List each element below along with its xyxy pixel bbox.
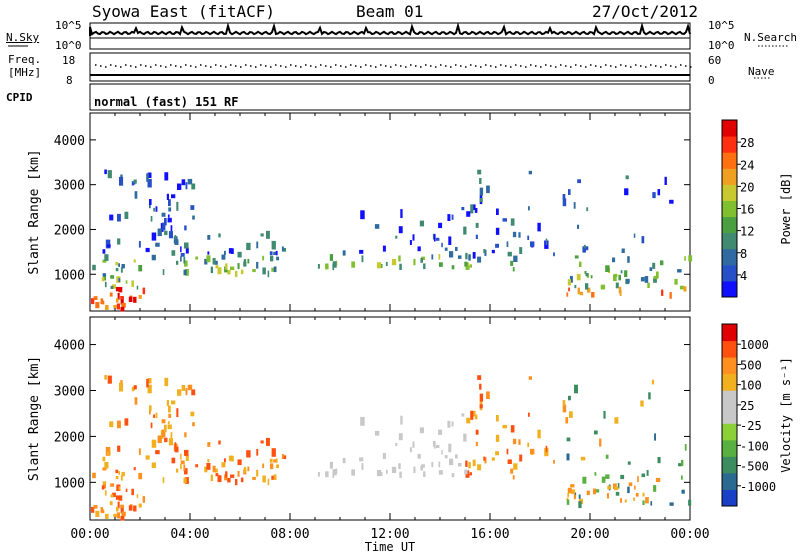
colorbar-tick-label: 100 [740,379,762,393]
colorbar-label: Velocity [m s⁻¹] [779,357,793,473]
colorbar-tick-label: 12 [740,225,754,239]
colorbar-tick-label: -25 [740,419,762,433]
colorbar-swatch [722,152,737,169]
y-axis-label: Slant Range [km] [27,356,42,481]
y-tick-label: 4000 [54,339,85,354]
date-label: 27/Oct/2012 [592,2,698,21]
x-tick-label: 00:00 [70,527,109,542]
power-panel-frame [89,112,691,312]
velocity-panel-frame [89,316,691,521]
n-sky-label: N.Sky [6,31,40,44]
colorbar-swatch [722,439,737,457]
y-tick-label: 2000 [54,223,85,238]
beam-label: Beam 01 [356,2,424,21]
colorbar-tick-label: 8 [740,247,747,261]
x-tick-label: 04:00 [170,527,209,542]
y-tick-label: 1000 [54,476,85,491]
colorbar-swatch [722,136,737,153]
colorbar-swatch [722,456,737,474]
freq-top-tick: 18 [62,54,76,67]
colorbar-swatch [722,248,737,266]
n-search-top-tick: 10^5 [708,19,735,32]
colorbar-swatch [722,184,737,201]
y-tick-label: 3000 [54,179,85,194]
cpid-label: CPID [6,91,33,104]
colorbar-tick-label: 4 [740,269,747,283]
nave-label: Nave [748,65,775,78]
n-search-label: N.Search [744,31,797,44]
y-tick-label: 4000 [54,134,85,149]
colorbar-frame [721,323,738,507]
colorbar-tick-label: 16 [740,203,754,217]
n-sky-top-tick: 10^5 [55,19,82,32]
colorbar-swatch [722,280,737,298]
colorbar-swatch [722,200,737,218]
colorbar-label: Power [dB] [779,172,793,244]
y-tick-label: 3000 [54,384,85,399]
colorbar-tick-label: 24 [740,158,754,172]
colorbar-swatch [722,120,737,137]
colorbar-swatch [722,232,737,250]
x-tick-label: 08:00 [270,527,309,542]
cpid-panel [89,83,691,111]
nave-trace [95,64,692,68]
colorbar-swatch [722,264,737,282]
n-sky-bottom-tick: 10^0 [55,39,82,52]
colorbar-tick-label: 500 [740,358,762,372]
power-echo-cells [91,169,693,312]
colorbar-swatch [722,390,737,408]
nave-top-tick: 60 [708,54,722,67]
noise-sky-trace [89,21,691,36]
colorbar-swatch [722,324,737,342]
colorbar-swatch [722,357,737,375]
freq-label: Freq. [8,53,42,66]
noise-panel [89,22,691,50]
colorbar-swatch [722,168,737,185]
colorbar-tick-label: 1000 [740,338,769,352]
colorbar-swatch [722,216,737,234]
x-tick-label: 00:00 [670,527,709,542]
x-tick-label: 16:00 [470,527,509,542]
y-tick-label: 2000 [54,430,85,445]
n-search-bottom-tick: 10^0 [708,39,735,52]
colorbar-swatch [722,406,737,424]
y-axis-label: Slant Range [km] [27,149,42,274]
colorbar-tick-label: 28 [740,136,754,150]
cpid-text: normal (fast) 151 RF [94,95,239,109]
colorbar-tick-label: 25 [740,399,754,413]
colorbar-swatch [722,340,737,358]
x-tick-label: 20:00 [570,527,609,542]
colorbar-swatch [722,373,737,391]
colorbar-tick-label: -100 [740,439,769,453]
colorbar-tick-label: 20 [740,180,754,194]
x-tick-label: 12:00 [370,527,409,542]
colorbar-tick-label: -500 [740,460,769,474]
x-axis-label: Time UT [365,540,416,554]
freq-bottom-tick: 8 [66,74,73,87]
radar-title: Syowa East (fitACF) [92,2,276,21]
colorbar-tick-label: -1000 [740,480,776,494]
nave-bottom-tick: 0 [708,74,715,87]
velocity-echo-cells [91,375,692,521]
colorbar-swatch [722,489,737,507]
y-tick-label: 1000 [54,268,85,283]
colorbar-swatch [722,472,737,490]
freq-unit-label: [MHz] [8,66,42,79]
colorbar-swatch [722,423,737,441]
